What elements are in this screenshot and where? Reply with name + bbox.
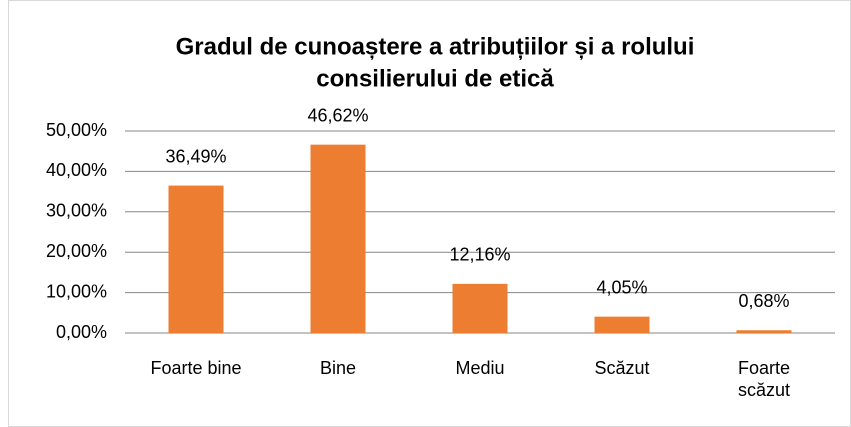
bar	[736, 330, 792, 333]
y-tick-label: 50,00%	[46, 120, 107, 140]
x-tick-label: Mediu	[455, 358, 505, 378]
x-tick-label: Foarte bine	[150, 358, 242, 378]
bar	[168, 185, 224, 333]
bar	[310, 144, 366, 333]
y-tick-label: 0,00%	[56, 322, 107, 342]
x-tick-label: Foarte scăzut	[737, 358, 791, 400]
data-label: 12,16%	[449, 245, 510, 265]
data-label: 36,49%	[165, 146, 226, 166]
y-tick-label: 30,00%	[46, 201, 107, 221]
x-tick-label: Scăzut	[594, 358, 650, 378]
y-tick-label: 10,00%	[46, 281, 107, 301]
data-label: 0,68%	[738, 291, 789, 311]
data-label: 46,62%	[307, 105, 368, 125]
chart-title: Gradul de cunoaștere a atribuțiilor și a…	[176, 33, 695, 60]
y-tick-label: 40,00%	[46, 160, 107, 180]
x-tick-label: Bine	[319, 358, 357, 378]
chart-frame	[8, 0, 851, 427]
chart-title: consilierului de etică	[316, 65, 554, 92]
bar	[452, 283, 508, 333]
y-tick-label: 20,00%	[46, 241, 107, 261]
data-label: 4,05%	[596, 277, 647, 297]
bar	[594, 316, 650, 333]
